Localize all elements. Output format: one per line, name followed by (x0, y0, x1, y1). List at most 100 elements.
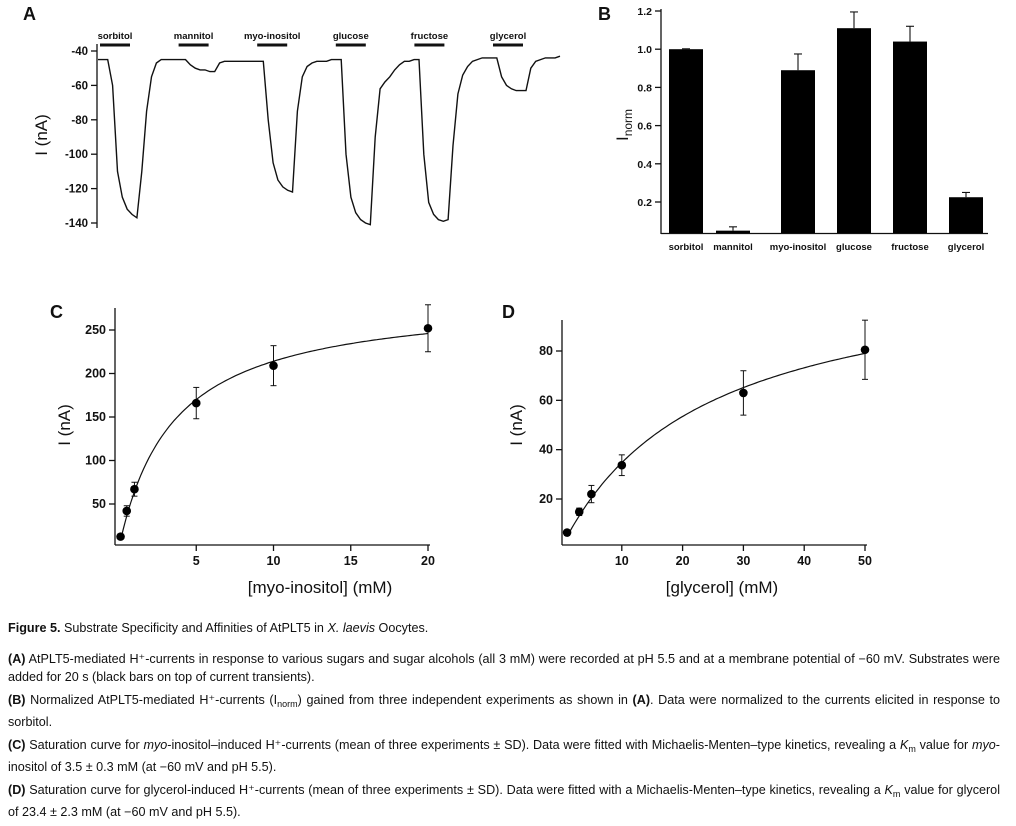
caption-text: (B) (8, 692, 26, 707)
panel-b-ytick-label: 0.8 (637, 82, 652, 94)
panel-a-current-trace (98, 55, 561, 226)
panel-label-a: A (23, 4, 36, 24)
panel-b-ytick-label: 0.4 (637, 159, 652, 171)
panel-b-ylabel: Inorm (613, 109, 635, 141)
bar-myo-inositol (781, 70, 815, 234)
panel-a-ytick-label: -120 (65, 184, 88, 196)
panel-d-ytick-label: 80 (539, 344, 553, 358)
caption-text: Saturation curve for glycerol-induced H⁺… (25, 782, 885, 797)
panel-d-ytick-label: 60 (539, 393, 553, 407)
panel-d-xlabel: [glycerol] (mM) (666, 578, 778, 597)
caption-text: -inositol of 3.5 ± 0.3 mM (at −60 mV and… (8, 737, 1000, 775)
caption-text: m (908, 743, 916, 754)
stimulus-bar-3 (335, 43, 366, 47)
panel-c-ylabel: I (nA) (55, 404, 74, 446)
panel-c-ytick-label: 50 (92, 497, 106, 511)
panel-c-xtick-label: 5 (193, 554, 200, 568)
caption-text: norm (277, 698, 298, 709)
caption-text: AtPLT5-mediated H⁺-currents in response … (8, 651, 1000, 685)
panel-a-ytick-label: -80 (71, 115, 88, 127)
panel-d-xtick-label: 30 (736, 554, 750, 568)
panel-c-data-point (269, 361, 278, 370)
panel-c-data-point (130, 484, 139, 494)
panel-c-ytick-label: 150 (85, 410, 106, 424)
caption-text: Normalized AtPLT5-mediated H⁺-currents (… (25, 692, 278, 707)
panel-d-fit-curve (566, 352, 866, 537)
bar-sorbitol (669, 49, 703, 234)
caption-text: -inositol–induced H⁺-currents (mean of t… (167, 737, 900, 752)
panel-d-data-point (587, 489, 596, 499)
stimulus-label: glycerol (490, 31, 526, 42)
stimulus-label: glucose (333, 31, 369, 42)
caption-paragraph: (A) AtPLT5-mediated H⁺-currents in respo… (8, 650, 1000, 687)
caption-text: X. laevis (327, 621, 376, 635)
stimulus-label: fructose (411, 31, 448, 42)
panel-d-ytick-label: 40 (539, 443, 553, 457)
panel-c-xtick-label: 20 (421, 554, 435, 568)
panel-b-ytick-label: 0.2 (637, 197, 652, 209)
panel-c-data-point (122, 506, 132, 516)
panel-d-xtick-label: 50 (858, 554, 872, 568)
panel-d-data-point (860, 345, 870, 355)
caption-text: Saturation curve for (25, 737, 144, 752)
stimulus-bar-5 (493, 43, 523, 47)
caption-text: K (884, 782, 893, 797)
stimulus-bar-4 (414, 43, 445, 47)
panel-b-category-label: glucose (836, 242, 872, 253)
panel-b-category-label: mannitol (713, 242, 753, 253)
bar-fructose (893, 41, 927, 234)
panel-c-ylabel: I (nA) (507, 404, 526, 446)
bar-glucose (837, 28, 871, 233)
caption-text: (A) (8, 651, 26, 666)
caption-text: (C) (8, 737, 26, 752)
caption-text: Oocytes. (375, 621, 429, 635)
stimulus-label: sorbitol (98, 31, 133, 42)
caption-text: Figure 5. (8, 621, 61, 635)
bar-glycerol (949, 197, 983, 233)
panel-a-ytick-label: -100 (65, 149, 88, 161)
caption-paragraph: (D) Saturation curve for glycerol-induce… (8, 781, 1000, 822)
panel-label-b: B (598, 4, 611, 24)
panel-b-ytick-label: 0.6 (637, 121, 652, 133)
panel-b-category-label: sorbitol (669, 242, 704, 253)
figure-caption: Figure 5. Substrate Specificity and Affi… (8, 619, 1000, 826)
panel-d-data-point (739, 388, 748, 398)
panel-d-xtick-label: 40 (797, 554, 811, 568)
stimulus-label: mannitol (174, 31, 214, 42)
caption-text: K (899, 737, 909, 752)
caption-text: m (892, 788, 901, 799)
caption-text: myo (972, 737, 996, 752)
bar-mannitol (716, 230, 750, 233)
panel-b-ytick-label: 1.2 (637, 6, 652, 18)
caption-text: value for (915, 737, 972, 752)
panel-b-ytick-label: 1.0 (637, 44, 652, 56)
panel-d-xtick-label: 10 (615, 554, 629, 568)
panel-a-ytick-label: -60 (71, 80, 88, 92)
panel-c-ytick-label: 200 (85, 367, 106, 381)
figure-panels: A B C D I (nA) Inorm I (nA) I (nA) [myo-… (23, 4, 988, 597)
caption-paragraph: (C) Saturation curve for myo -inositol–in… (8, 736, 1000, 777)
panel-c-fit-curve (119, 332, 429, 541)
stimulus-bar-0 (100, 43, 130, 47)
panel-a-ytick-label: -40 (71, 46, 88, 58)
panel-label-d: D (502, 302, 515, 322)
panel-a-ylabel: I (nA) (32, 114, 51, 156)
stimulus-bar-1 (178, 43, 209, 47)
caption-text: . Data were normalized to the currents e… (8, 692, 1000, 730)
panel-c-xtick-label: 15 (344, 554, 358, 568)
panel-c-data-point (423, 323, 433, 333)
panel-c-ytick-label: 250 (85, 323, 106, 337)
panel-d-data-point (617, 460, 627, 470)
panel-c-xlabel: [myo-inositol] (mM) (248, 578, 393, 597)
panel-c-data-point (191, 398, 201, 408)
panel-d-data-point (574, 507, 584, 517)
panel-b-category-label: myo-inositol (770, 242, 826, 253)
panel-a-ytick-label: -140 (65, 218, 88, 230)
panel-c-ytick-label: 100 (85, 454, 106, 468)
stimulus-label: myo-inositol (244, 31, 300, 42)
panel-c-data-point (116, 532, 125, 541)
panel-b-category-label: glycerol (948, 242, 984, 253)
caption-paragraph: (B) Normalized AtPLT5-mediated H⁺-curren… (8, 691, 1000, 732)
panel-d-xtick-label: 20 (676, 554, 690, 568)
panel-d-data-point (562, 528, 572, 537)
